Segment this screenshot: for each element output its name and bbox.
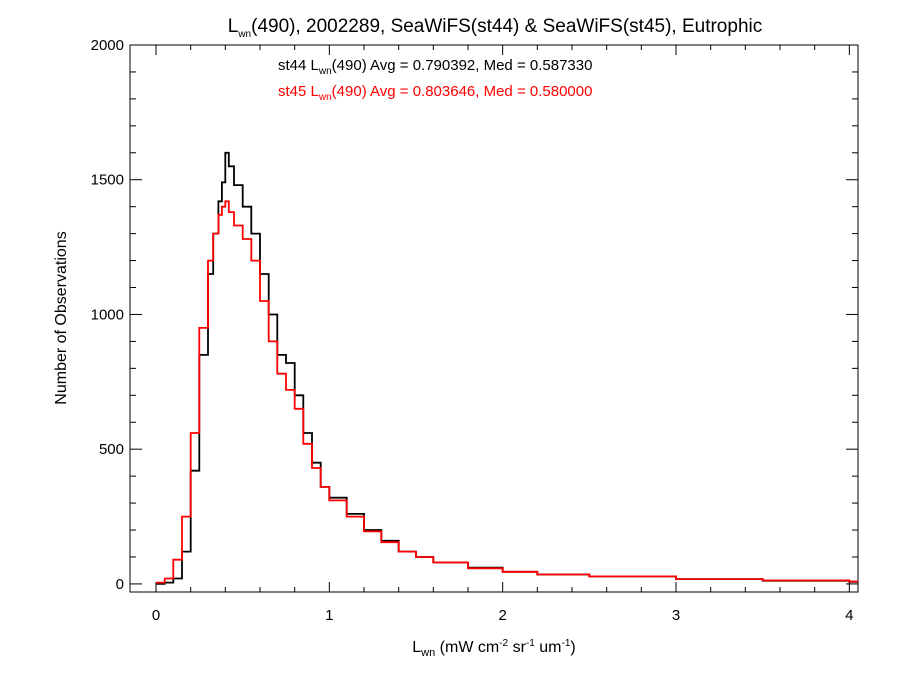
- y-axis-label: Number of Observations: [53, 231, 70, 404]
- series-line-st45: [156, 200, 858, 584]
- x-tick-label: 2: [498, 607, 506, 624]
- legend-st45: st45 Lwn(490) Avg = 0.803646, Med = 0.58…: [278, 83, 592, 103]
- x-tick-label: 1: [325, 607, 333, 624]
- legend-st44: st44 Lwn(490) Avg = 0.790392, Med = 0.58…: [278, 57, 592, 77]
- x-tick-label: 4: [845, 607, 853, 624]
- axis-ticks: 0 1 2 3 4 0 500 1000 1500 2000: [91, 37, 858, 624]
- y-tick-label: 2000: [91, 37, 124, 54]
- series-layer: [156, 151, 858, 585]
- series-line-st44: [156, 151, 858, 585]
- y-tick-label: 500: [99, 441, 124, 458]
- x-axis-label: Lwn (mW cm-2 sr-1 um-1): [412, 638, 575, 659]
- x-tick-label: 3: [672, 607, 680, 624]
- y-tick-label: 1500: [91, 172, 124, 189]
- y-tick-label: 0: [116, 576, 124, 593]
- y-tick-label: 1000: [91, 306, 124, 323]
- x-tick-label: 0: [152, 607, 160, 624]
- chart-title: Lwn(490), 2002289, SeaWiFS(st44) & SeaWi…: [228, 16, 762, 40]
- plot-frame: [129, 44, 859, 593]
